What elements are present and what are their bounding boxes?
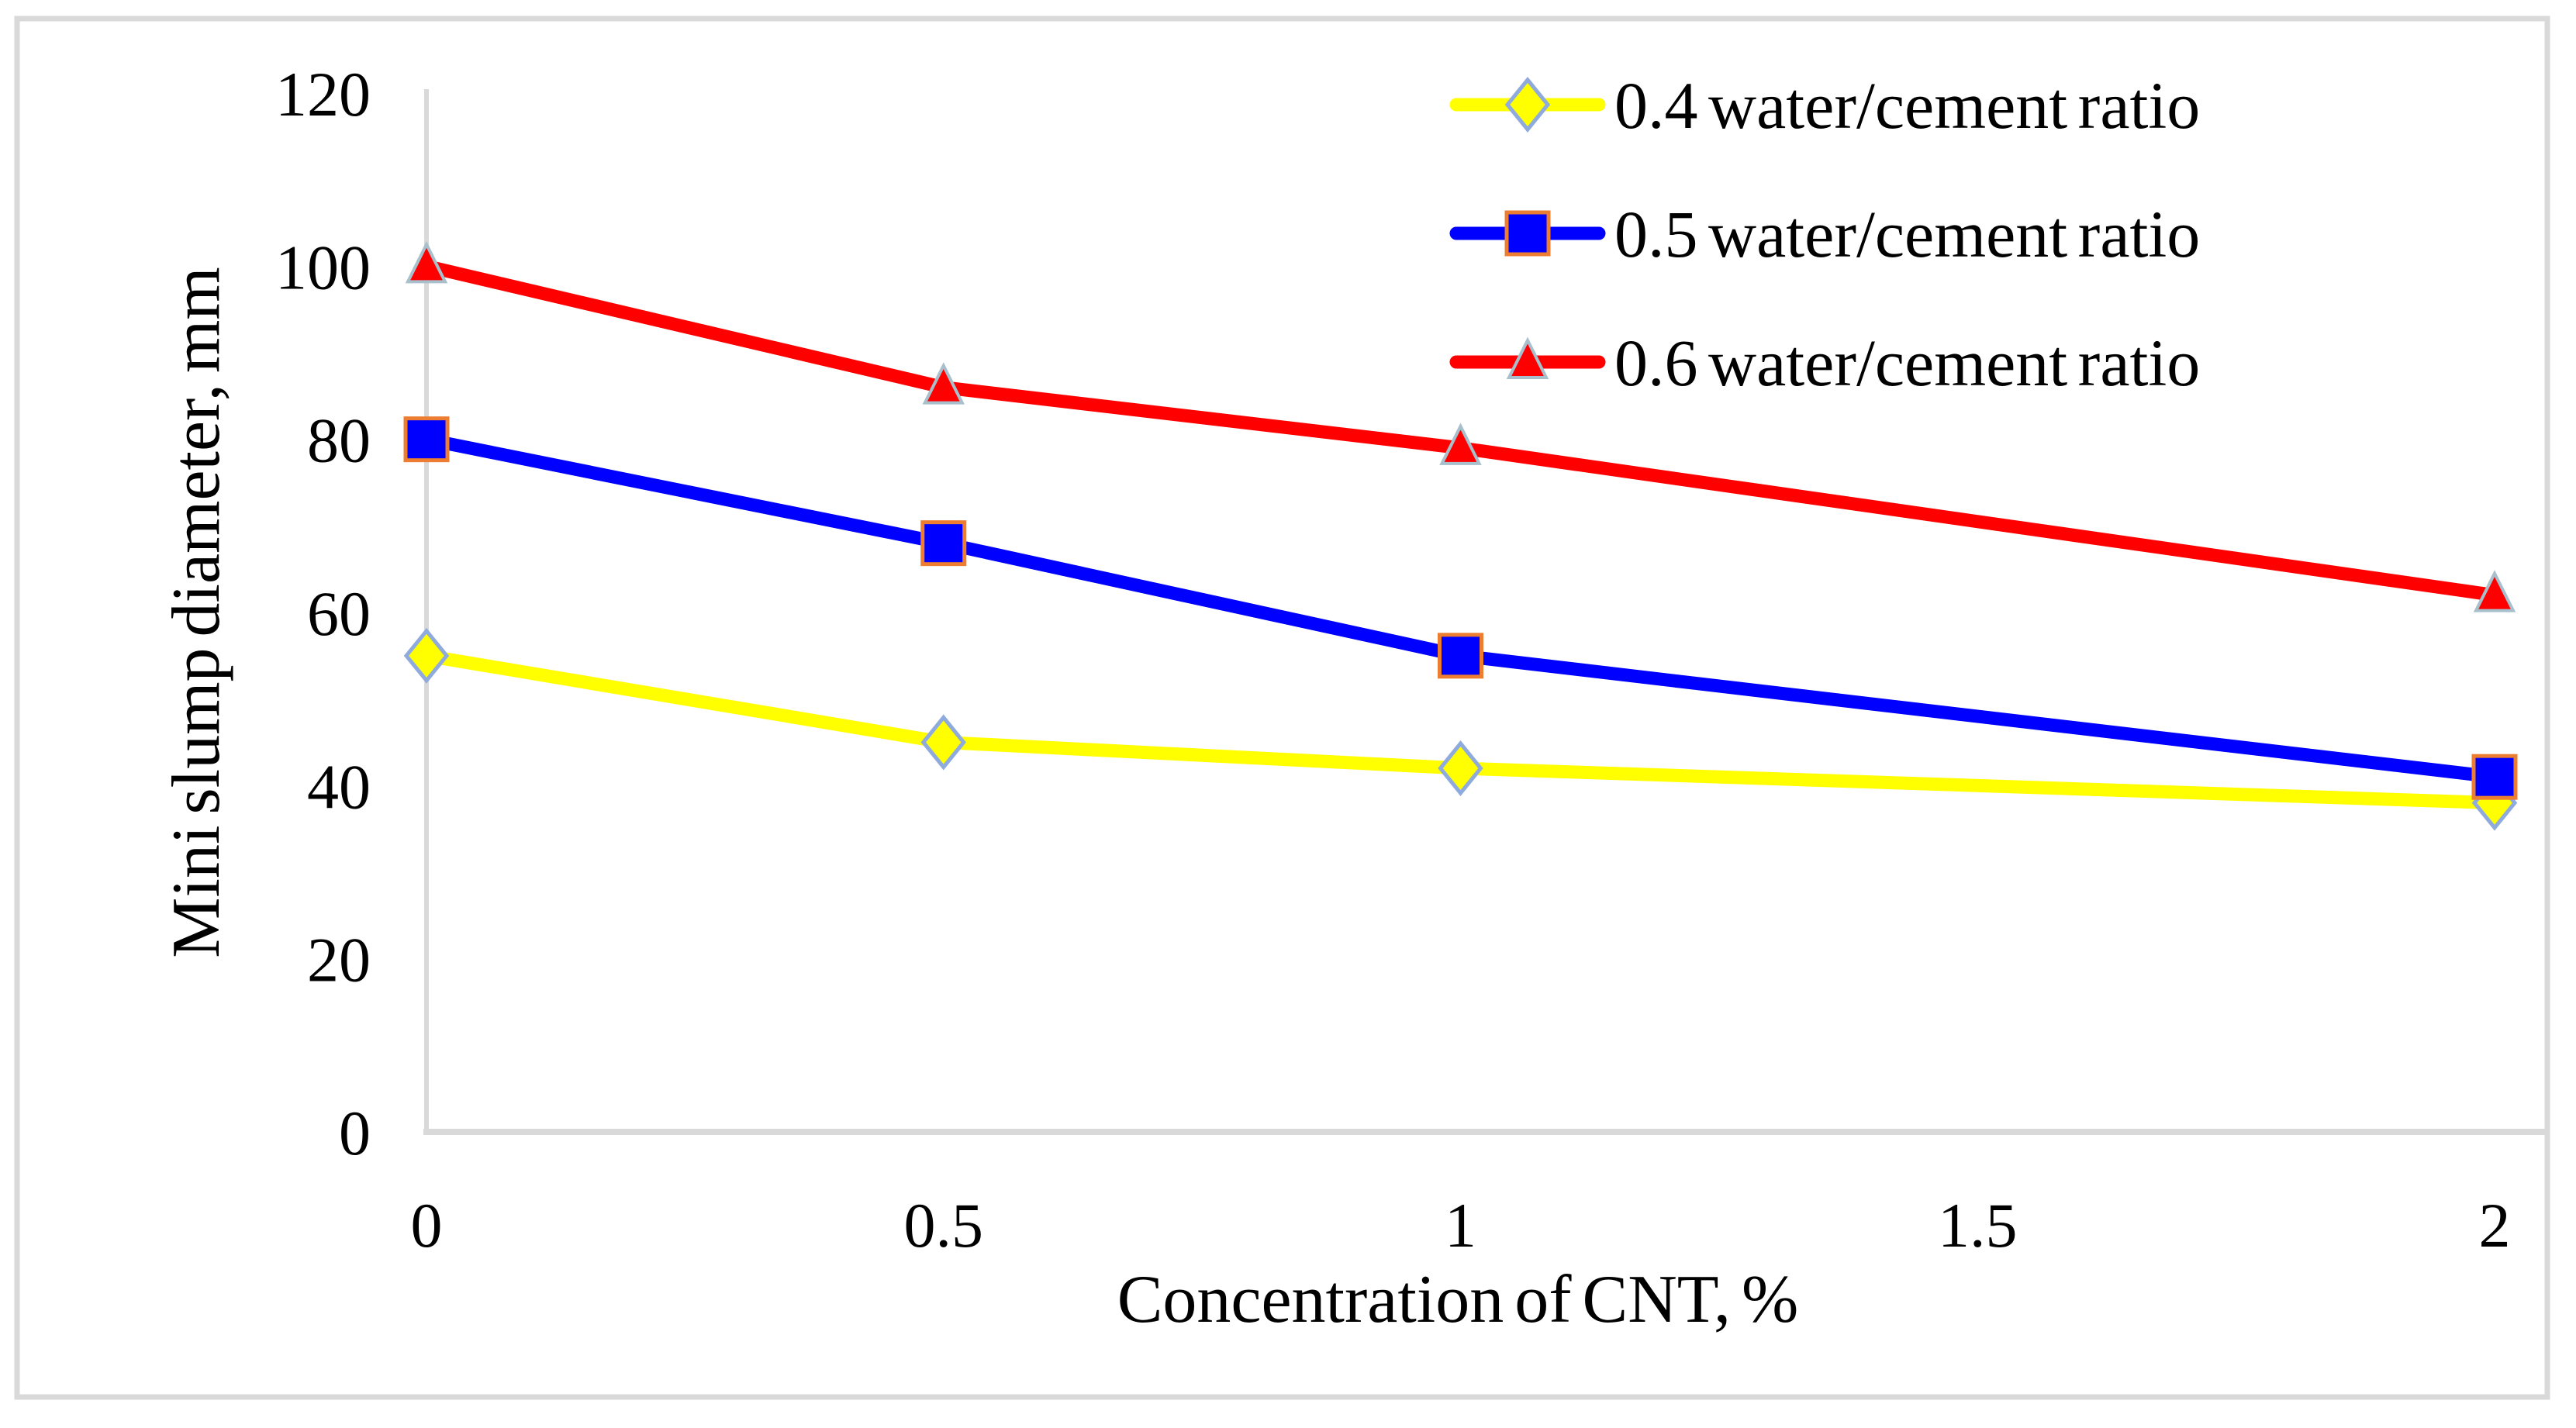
x-tick-label: 2: [2479, 1190, 2511, 1261]
figure-border: [14, 16, 2550, 1400]
legend-label: 0.6 water/cement ratio: [1614, 326, 2200, 400]
x-tick-label: 0: [411, 1190, 443, 1261]
square-marker: [2471, 754, 2518, 800]
x-tick-label: 1.5: [1938, 1190, 2018, 1261]
series-line: [420, 433, 2502, 784]
triangle-marker: [1506, 336, 1549, 379]
triangle-marker: [922, 362, 965, 405]
series-diamond: [403, 627, 2518, 831]
y-tick-label: 120: [275, 59, 371, 129]
legend-item: 0.4 water/cement ratio: [1449, 68, 2200, 143]
square-marker: [403, 416, 450, 463]
y-tick-label: 20: [307, 925, 371, 995]
triangle-marker: [405, 240, 448, 284]
square-marker: [1504, 210, 1551, 257]
x-tick-label: 0.5: [904, 1190, 984, 1261]
triangle-marker: [2473, 570, 2516, 612]
diamond-marker: [1504, 77, 1551, 133]
triangle-marker: [1439, 423, 1482, 465]
square-marker: [920, 520, 967, 567]
series-square: [403, 416, 2518, 800]
x-axis-title: Concentration of CNT, %: [1117, 1262, 1799, 1337]
y-tick-label: 40: [307, 751, 371, 822]
series-line: [420, 649, 2502, 810]
series-line: [420, 259, 2502, 602]
diamond-marker: [920, 714, 966, 771]
legend-label: 0.5 water/cement ratio: [1614, 197, 2200, 271]
square-marker: [1438, 633, 1483, 679]
chart-plot-area: 0 20 40 60 80 100 120 0 0.5 1 1.5 2 0.4 water/cement…: [14, 16, 2550, 1400]
y-tick-label: 80: [307, 405, 371, 476]
diamond-marker: [403, 627, 450, 684]
series-triangle: [405, 240, 2516, 612]
y-tick-label: 0: [339, 1098, 371, 1168]
legend-item: 0.5 water/cement ratio: [1449, 197, 2200, 271]
legend-item: 0.6 water/cement ratio: [1449, 326, 2200, 400]
y-tick-label: 100: [275, 232, 371, 302]
diamond-marker: [1438, 740, 1483, 796]
y-axis-title: Mini slump diameter, mm: [159, 267, 234, 958]
legend-label: 0.4 water/cement ratio: [1614, 68, 2200, 143]
x-tick-label: 1: [1445, 1190, 1476, 1261]
y-tick-label: 60: [307, 578, 371, 649]
